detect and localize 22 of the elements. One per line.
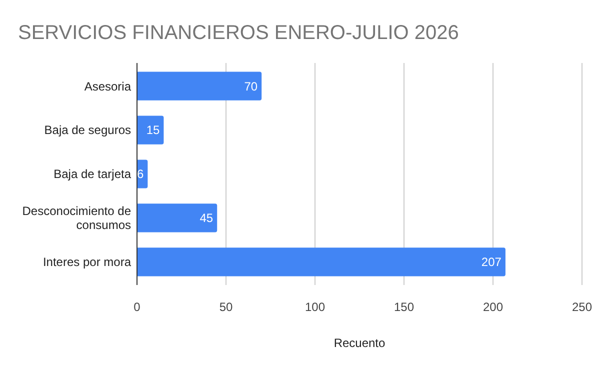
bar bbox=[137, 72, 262, 100]
y-tick-label: Desconocimiento de consumos bbox=[22, 204, 132, 232]
x-axis-title: Recuento bbox=[334, 336, 386, 350]
y-tick-label: Baja de seguros bbox=[44, 123, 131, 138]
y-tick-label: Interes por mora bbox=[42, 255, 132, 270]
data-label: 207 bbox=[481, 255, 502, 270]
bar bbox=[137, 116, 164, 144]
y-tick-label: Baja de tarjeta bbox=[54, 167, 132, 182]
x-tick-label: 150 bbox=[394, 300, 414, 314]
x-tick-label: 50 bbox=[219, 300, 233, 314]
data-label: 15 bbox=[146, 123, 160, 138]
y-tick-label: Asesoria bbox=[84, 79, 132, 94]
x-tick-label: 100 bbox=[304, 300, 326, 314]
x-tick-label: 0 bbox=[134, 300, 141, 314]
chart-title: SERVICIOS FINANCIEROS ENERO-JULIO 2026 bbox=[18, 22, 459, 44]
x-tick-label: 200 bbox=[482, 300, 504, 314]
data-label: 70 bbox=[244, 79, 258, 94]
bar bbox=[137, 204, 218, 232]
x-tick-label: 250 bbox=[572, 300, 592, 314]
bar bbox=[137, 248, 506, 276]
data-label: 45 bbox=[200, 211, 214, 226]
data-label: 6 bbox=[136, 167, 144, 182]
